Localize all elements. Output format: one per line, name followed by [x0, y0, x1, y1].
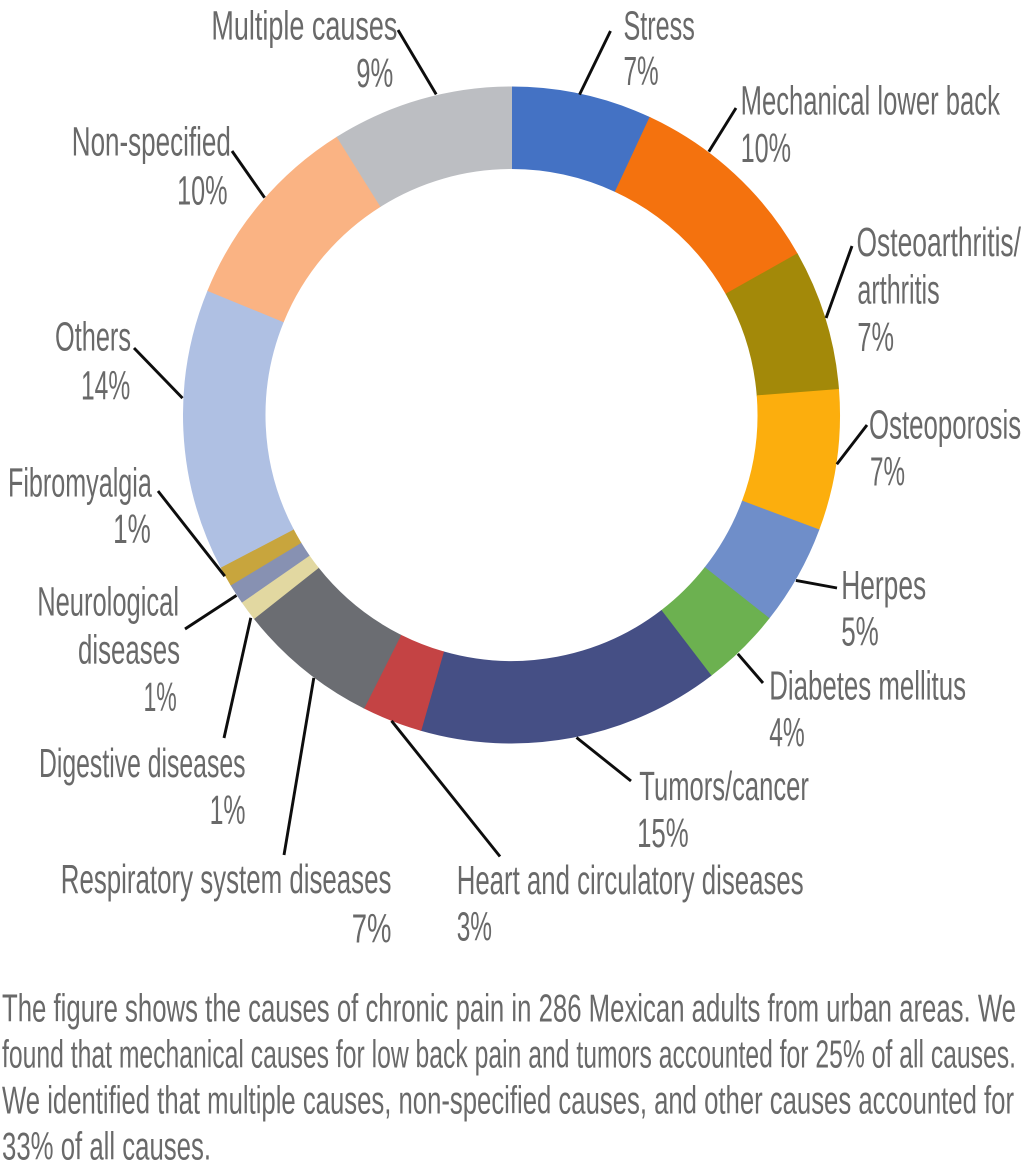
svg-text:3%: 3%: [457, 904, 492, 950]
svg-text:1%: 1%: [144, 674, 177, 720]
svg-text:We identified that multiple ca: We identified that multiple causes, non-…: [2, 1079, 1014, 1122]
svg-text:Mechanical lower back: Mechanical lower back: [741, 78, 1001, 124]
svg-text:Multiple causes: Multiple causes: [211, 3, 397, 49]
svg-text:7%: 7%: [624, 48, 659, 94]
svg-text:Respiratory system diseases: Respiratory system diseases: [61, 856, 392, 902]
svg-text:9%: 9%: [356, 50, 393, 96]
svg-text:diseases: diseases: [78, 626, 180, 672]
svg-text:Fibromyalgia: Fibromyalgia: [8, 460, 152, 506]
svg-text:33% of all causes.: 33% of all causes.: [2, 1125, 211, 1168]
svg-text:Digestive diseases: Digestive diseases: [39, 740, 246, 786]
svg-text:7%: 7%: [857, 314, 894, 360]
svg-text:Diabetes mellitus: Diabetes mellitus: [769, 663, 966, 709]
svg-text:Tumors/cancer: Tumors/cancer: [639, 763, 809, 809]
svg-text:Osteoporosis: Osteoporosis: [869, 402, 1021, 448]
svg-text:arthritis: arthritis: [857, 266, 939, 312]
svg-text:7%: 7%: [870, 449, 905, 495]
svg-text:7%: 7%: [352, 906, 392, 952]
svg-text:Osteoarthritis/: Osteoarthritis/: [857, 219, 1022, 265]
svg-text:1%: 1%: [210, 787, 246, 833]
svg-text:14%: 14%: [81, 363, 130, 409]
svg-text:15%: 15%: [637, 810, 689, 856]
svg-text:The figure shows the causes of: The figure shows the causes of chronic p…: [2, 987, 1016, 1030]
svg-text:Others: Others: [55, 313, 131, 359]
svg-text:Non-specified: Non-specified: [72, 119, 231, 165]
svg-text:Heart and circulatory diseases: Heart and circulatory diseases: [457, 857, 804, 903]
svg-text:Stress: Stress: [624, 3, 695, 49]
svg-text:found that mechanical causes f: found that mechanical causes for low bac…: [2, 1033, 1016, 1076]
svg-text:5%: 5%: [841, 608, 879, 654]
svg-text:Neurological: Neurological: [37, 579, 179, 625]
svg-text:10%: 10%: [177, 167, 228, 213]
svg-text:Herpes: Herpes: [841, 562, 926, 608]
svg-text:10%: 10%: [741, 125, 792, 171]
svg-text:4%: 4%: [769, 710, 805, 756]
svg-text:1%: 1%: [113, 506, 151, 552]
